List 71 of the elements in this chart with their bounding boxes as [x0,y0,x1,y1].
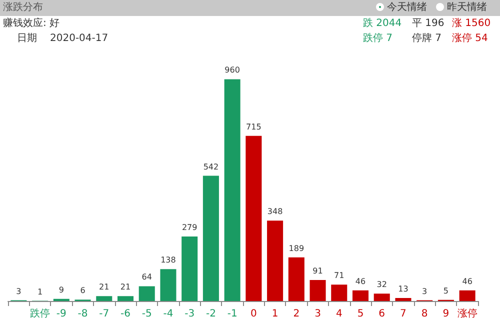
x-tick-label: -1 [227,308,238,320]
x-tick-label: -8 [78,308,88,320]
x-tick-label: 8 [421,308,428,320]
x-tick-label: -3 [184,308,195,320]
text: 平 196 [412,18,444,30]
data-label: 13 [398,284,408,294]
data-label: 71 [334,271,344,280]
x-tick-label: 9 [442,308,450,320]
x-tick-label: 7 [400,308,406,320]
bar [310,280,326,301]
bar [182,236,198,301]
x-tick-label: 4 [336,308,342,320]
chart-title: 涨跌分布 [3,2,43,14]
data-label: 21 [99,282,110,292]
data-label: 91 [312,266,323,276]
text: 跌 2044 [363,18,402,30]
data-label: 21 [120,282,131,292]
text: 昨天情绪 [446,2,487,14]
bar [331,284,348,301]
data-label: 189 [288,244,304,253]
data-label: 3 [16,286,22,296]
data-label: 279 [182,223,198,232]
bar [202,176,219,301]
bar [352,290,369,301]
x-tick-label: 2 [293,308,300,320]
data-label: 46 [462,276,472,286]
text: 日期 [17,33,37,45]
data-label: 32 [376,280,387,290]
x-tick-label: -6 [120,308,130,320]
data-label: 5 [443,286,448,296]
data-label: 138 [160,256,176,265]
bar [96,296,112,301]
bar [117,296,134,301]
data-label: 46 [355,276,366,286]
x-tick-label: 跌停 [30,308,50,320]
bar [459,290,476,301]
data-label: 1 [38,287,43,296]
bar [374,294,390,301]
x-tick-label: -4 [163,308,174,320]
bar [138,286,155,301]
bar [160,269,176,301]
x-tick-label: 3 [314,308,321,320]
x-tick-label: 涨停 [457,308,478,320]
data-label: 3 [422,286,428,296]
bar [246,136,262,301]
data-label: 348 [267,207,283,216]
data-label: 9 [58,285,64,294]
x-tick-label: -2 [206,308,216,320]
bar [267,220,284,301]
data-label: 542 [203,162,219,172]
x-tick-label: -7 [99,308,110,320]
bar [395,298,412,301]
data-label: 960 [224,66,240,75]
text: 跌停 7 [363,33,393,45]
text: 涨停 54 [452,33,488,45]
x-tick-label: 0 [250,308,257,320]
bar [288,257,304,301]
bar [224,79,240,301]
x-tick-label: -5 [142,308,152,320]
text: 今天情绪 [386,2,427,14]
x-tick-label: 1 [272,308,278,320]
text: 停牌 7 [412,33,442,45]
x-tick-label: 5 [357,308,364,320]
x-tick-label: 6 [378,308,386,320]
data-label: 715 [246,122,262,132]
x-tick-label: -9 [56,308,66,320]
data-label: 64 [142,272,152,282]
text: 赚钱效应: 好 [3,18,60,30]
text: 2020-04-17 [50,33,108,45]
data-label: 6 [80,286,86,296]
text: 涨 1560 [452,18,491,30]
